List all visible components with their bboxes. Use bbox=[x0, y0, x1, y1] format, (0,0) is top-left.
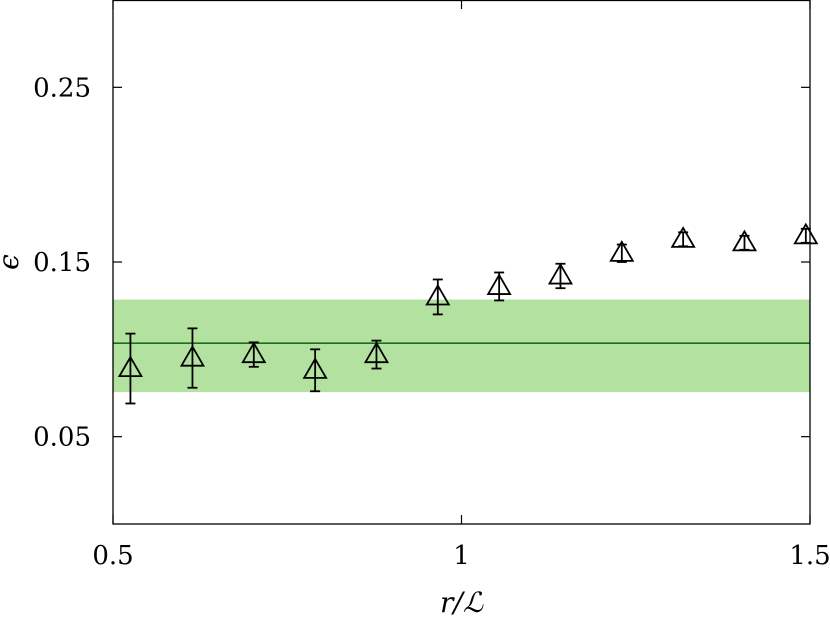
y-axis-label: ϵ bbox=[0, 254, 25, 270]
ticks-layer: 0.5 1 1.5 0.05 0.15 0.25 bbox=[33, 0, 830, 571]
triangle-marker bbox=[302, 357, 328, 379]
data-point bbox=[179, 327, 206, 389]
triangle-marker bbox=[117, 355, 143, 378]
triangle-marker bbox=[241, 341, 267, 364]
x-tick-label: 1.5 bbox=[789, 541, 830, 571]
data-point bbox=[547, 262, 574, 290]
data-point bbox=[241, 341, 267, 368]
triangle-marker bbox=[731, 229, 758, 252]
x-tick-label: 0.5 bbox=[92, 541, 133, 571]
plot-frame bbox=[112, 0, 811, 525]
data-point bbox=[486, 271, 512, 302]
data-point bbox=[363, 339, 390, 370]
data-point bbox=[302, 348, 328, 393]
data-point bbox=[425, 278, 451, 316]
triangle-marker bbox=[363, 341, 390, 364]
triangle-marker bbox=[609, 240, 635, 262]
points-layer bbox=[117, 222, 819, 405]
triangle-marker bbox=[486, 273, 512, 295]
band-layer bbox=[113, 299, 810, 393]
confidence-band bbox=[113, 299, 810, 393]
x-axis-label: r/ℒ bbox=[440, 586, 484, 619]
y-tick-label: 0.25 bbox=[33, 73, 91, 103]
data-point bbox=[117, 332, 143, 405]
data-point bbox=[793, 222, 819, 245]
x-tick-label: 1 bbox=[453, 541, 470, 571]
data-point bbox=[609, 240, 635, 263]
data-point bbox=[731, 229, 758, 252]
triangle-marker bbox=[670, 226, 696, 248]
triangle-marker bbox=[425, 283, 451, 306]
y-tick-label: 0.05 bbox=[33, 423, 91, 453]
triangle-marker bbox=[547, 262, 574, 285]
data-point bbox=[670, 226, 696, 248]
triangle-marker bbox=[793, 222, 819, 245]
triangle-marker bbox=[179, 344, 206, 367]
y-tick-label: 0.15 bbox=[33, 248, 91, 278]
